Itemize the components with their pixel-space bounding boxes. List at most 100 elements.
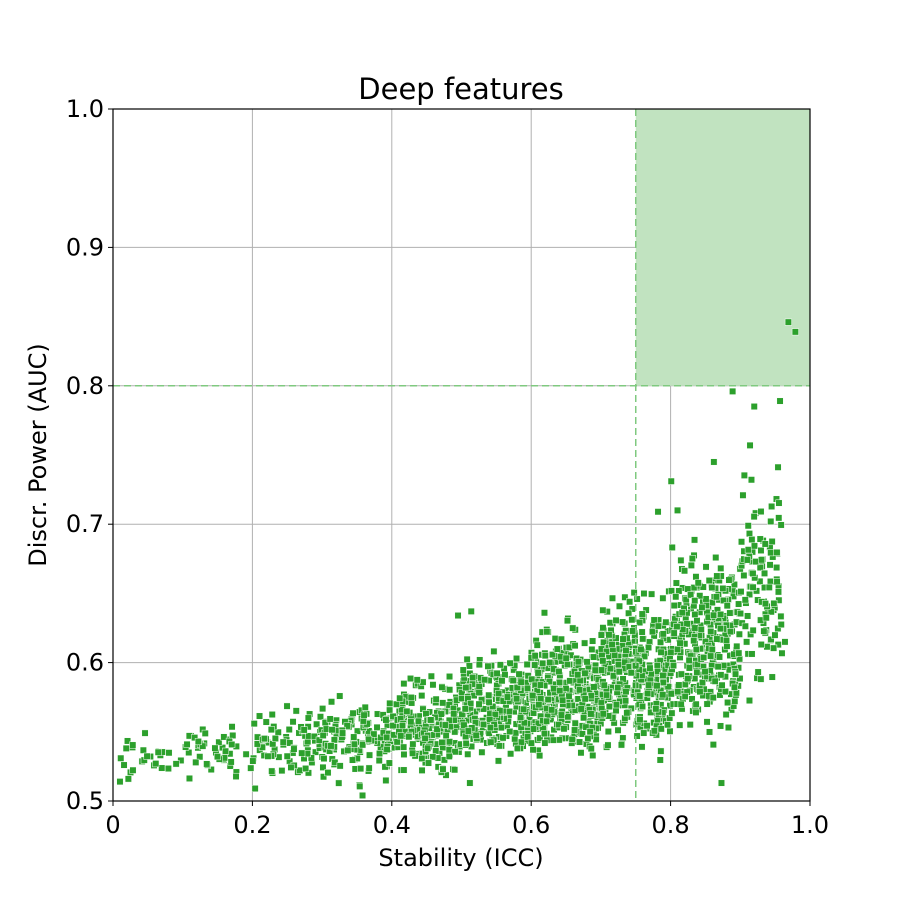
data-point-1988 xyxy=(768,673,776,681)
data-point-1978 xyxy=(739,491,747,499)
data-point-754 xyxy=(506,728,514,736)
data-point-1638 xyxy=(709,741,717,749)
data-point-80 xyxy=(316,713,324,721)
data-point-742 xyxy=(491,711,499,719)
x-axis-label: Stability (ICC) xyxy=(378,844,543,872)
data-point-1165 xyxy=(548,706,556,714)
data-point-463 xyxy=(407,694,415,702)
data-point-268 xyxy=(343,722,351,730)
data-point-482 xyxy=(393,700,401,708)
data-point-406 xyxy=(400,680,408,688)
data-point-1981 xyxy=(768,502,776,510)
data-point-1983 xyxy=(767,517,775,525)
data-point-1535 xyxy=(608,594,616,602)
x-tick-label-4: 0.8 xyxy=(652,811,690,839)
data-point-468 xyxy=(424,744,432,752)
data-point-1360 xyxy=(645,643,653,651)
data-point-444 xyxy=(393,738,401,746)
data-point-481 xyxy=(451,748,459,756)
data-point-491 xyxy=(418,692,426,700)
y-tick-label-5: 1.0 xyxy=(66,95,104,123)
data-point-28 xyxy=(207,766,215,774)
data-point-16 xyxy=(129,766,137,774)
data-point-1955 xyxy=(777,612,785,620)
data-point-269 xyxy=(386,706,394,714)
data-point-1715 xyxy=(703,718,711,726)
data-point-1874 xyxy=(698,603,706,611)
data-point-1367 xyxy=(606,619,614,627)
data-point-98 xyxy=(278,767,286,775)
data-point-500 xyxy=(424,759,432,767)
data-point-1631 xyxy=(692,573,700,581)
data-point-1997 xyxy=(750,542,758,550)
data-point-1860 xyxy=(694,579,702,587)
data-point-1584 xyxy=(614,661,622,669)
data-point-147 xyxy=(260,735,268,743)
data-point-1999 xyxy=(767,549,775,557)
data-point-769 xyxy=(471,719,479,727)
data-point-804 xyxy=(484,662,492,670)
data-point-1110 xyxy=(549,736,557,744)
data-point-2033 xyxy=(776,397,784,405)
data-point-1588 xyxy=(652,705,660,713)
data-point-49 xyxy=(211,744,219,752)
data-point-1150 xyxy=(536,681,544,689)
data-point-786 xyxy=(469,674,477,682)
data-point-545 xyxy=(490,647,498,655)
data-point-52 xyxy=(222,747,230,755)
data-point-1511 xyxy=(657,648,665,656)
data-point-1971 xyxy=(740,571,748,579)
data-point-1937 xyxy=(766,561,774,569)
data-point-76 xyxy=(285,726,293,734)
data-point-1882 xyxy=(730,683,738,691)
data-point-802 xyxy=(495,690,503,698)
data-point-1586 xyxy=(659,691,667,699)
data-point-1876 xyxy=(679,626,687,634)
data-point-1098 xyxy=(541,652,549,660)
data-point-484 xyxy=(403,707,411,715)
data-point-283 xyxy=(385,759,393,767)
data-point-1934 xyxy=(775,514,783,522)
data-point-1911 xyxy=(713,572,721,580)
data-point-547 xyxy=(465,662,473,670)
data-point-21 xyxy=(172,760,180,768)
data-point-505 xyxy=(442,732,450,740)
data-point-2032 xyxy=(729,387,737,395)
data-point-276 xyxy=(349,709,357,717)
plot-frame xyxy=(112,108,811,802)
data-point-1131 xyxy=(563,660,571,668)
data-point-1570 xyxy=(617,741,625,749)
data-point-378 xyxy=(418,766,426,774)
data-point-1277 xyxy=(638,628,646,636)
data-point-1724 xyxy=(692,700,700,708)
data-point-1953 xyxy=(767,635,775,643)
data-point-345 xyxy=(446,686,454,694)
data-point-469 xyxy=(409,740,417,748)
data-point-69 xyxy=(213,753,221,761)
data-point-1494 xyxy=(611,651,619,659)
data-point-1372 xyxy=(597,631,605,639)
data-point-1905 xyxy=(687,591,695,599)
data-point-2042 xyxy=(467,607,475,615)
data-point-1576 xyxy=(615,668,623,676)
data-point-1472 xyxy=(664,683,672,691)
data-point-1064 xyxy=(540,730,548,738)
data-point-644 xyxy=(463,655,471,663)
data-point-1797 xyxy=(677,670,685,678)
data-point-1169 xyxy=(560,725,568,733)
data-point-1385 xyxy=(633,732,641,740)
data-point-1441 xyxy=(650,616,658,624)
data-point-1806 xyxy=(681,567,689,575)
data-point-1991 xyxy=(754,668,762,676)
data-point-156 xyxy=(328,698,336,706)
data-point-421 xyxy=(439,699,447,707)
data-point-1879 xyxy=(669,662,677,670)
data-point-2041 xyxy=(717,779,725,787)
data-point-1760 xyxy=(705,577,713,585)
data-point-64 xyxy=(228,740,236,748)
data-point-538 xyxy=(458,694,466,702)
data-point-1887 xyxy=(726,609,734,617)
data-point-91 xyxy=(268,767,276,775)
x-tick-label-2: 0.4 xyxy=(373,811,411,839)
data-point-1969 xyxy=(767,608,775,616)
